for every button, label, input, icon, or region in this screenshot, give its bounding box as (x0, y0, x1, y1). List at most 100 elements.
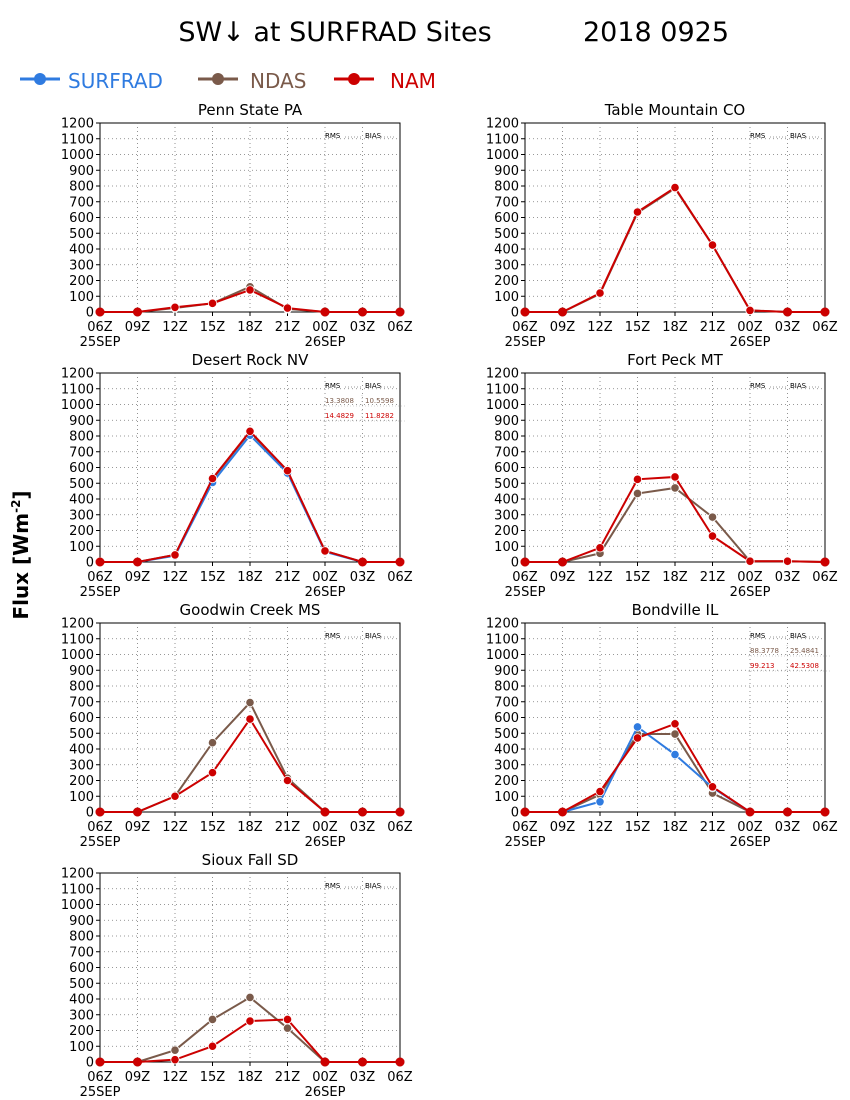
data-point-nam (595, 288, 605, 298)
y-tick-label: 200 (69, 524, 94, 539)
stats-header-rms: RMS (750, 132, 766, 140)
data-point-nam (207, 768, 218, 778)
x-tick-label: 09Z (125, 320, 151, 335)
data-point-nam (783, 307, 792, 317)
data-point-nam (670, 182, 680, 193)
x-tick-label: 12Z (587, 570, 613, 585)
data-point-nam (170, 791, 180, 801)
y-tick-label: 600 (69, 961, 94, 976)
data-point-nam (133, 307, 142, 317)
x-tick-label: 06Z (87, 820, 113, 835)
x-tick-label: 00Z (312, 570, 338, 585)
x-tick-label: 06Z (87, 1070, 113, 1085)
x-tick-label: 00Z (737, 320, 763, 335)
y-tick-label: 1200 (61, 867, 94, 882)
stats-header-rms: RMS (750, 632, 766, 640)
data-point-ndas (207, 738, 218, 748)
y-tick-label: 900 (494, 664, 519, 679)
plot-frame (524, 122, 826, 313)
stats-header-rms: RMS (325, 132, 341, 140)
y-tick-label: 300 (69, 258, 94, 273)
data-point-nam (320, 1057, 330, 1067)
y-tick-label: 500 (69, 477, 94, 492)
y-tick-label: 900 (494, 164, 519, 179)
y-tick-label: 200 (69, 274, 94, 289)
data-point-nam (632, 207, 643, 217)
y-tick-label: 900 (494, 414, 519, 429)
data-point-nam (707, 531, 718, 541)
date-label-start: 25SEP (80, 1085, 121, 1100)
data-point-ndas (207, 1014, 218, 1025)
y-tick-label: 900 (69, 164, 94, 179)
x-tick-label: 00Z (737, 820, 763, 835)
y-tick-label: 900 (69, 664, 94, 679)
y-tick-label: 300 (494, 758, 519, 773)
data-point-nam (282, 303, 293, 313)
y-tick-label: 300 (69, 758, 94, 773)
stats-nam-bias: 11.8282 (365, 412, 394, 420)
data-point-nam (745, 556, 755, 566)
x-tick-label: 00Z (312, 820, 338, 835)
data-point-nam (358, 807, 367, 817)
y-tick-label: 500 (69, 727, 94, 742)
data-point-surfrad (670, 749, 680, 760)
y-tick-label: 1100 (61, 382, 94, 397)
date-label-mid: 26SEP (305, 835, 346, 850)
x-tick-label: 18Z (237, 1070, 263, 1085)
data-point-surfrad (632, 722, 643, 732)
stats-header-rms: RMS (325, 382, 341, 390)
legend-item-surfrad: SURFRAD (20, 69, 163, 93)
x-tick-label: 18Z (662, 820, 688, 835)
panel-title: Fort Peck MT (627, 351, 723, 369)
y-tick-label: 800 (494, 180, 519, 195)
data-point-nam (632, 733, 643, 743)
y-tick-label: 200 (494, 524, 519, 539)
stats-header-bias: BIAS (790, 382, 807, 390)
x-tick-label: 12Z (587, 320, 613, 335)
stats-header-bias: BIAS (790, 132, 807, 140)
y-tick-label: 1000 (486, 148, 519, 163)
data-point-nam (632, 474, 643, 484)
y-tick-label: 200 (69, 774, 94, 789)
data-point-nam (207, 298, 218, 308)
y-tick-label: 600 (494, 461, 519, 476)
date-label-mid: 26SEP (305, 585, 346, 600)
data-point-nam (245, 285, 255, 295)
stats-ndas-rms: 88.3778 (750, 647, 779, 655)
y-tick-label: 1000 (486, 648, 519, 663)
y-tick-label: 500 (494, 727, 519, 742)
x-tick-label: 09Z (550, 820, 576, 835)
legend-item-ndas: NDAS (198, 69, 306, 93)
data-point-nam (782, 556, 793, 566)
x-tick-label: 09Z (550, 320, 576, 335)
data-point-nam (358, 1057, 367, 1067)
date-label-mid: 26SEP (730, 585, 771, 600)
x-tick-label: 06Z (812, 570, 838, 585)
date-label-start: 25SEP (505, 835, 546, 850)
data-point-nam (783, 807, 792, 817)
legend-marker-nam (348, 73, 360, 85)
data-point-ndas (670, 483, 680, 493)
x-tick-label: 12Z (162, 320, 188, 335)
x-tick-label: 18Z (662, 320, 688, 335)
panel-goodwin-creek-ms: Goodwin Creek MS 010020030040050060070080… (61, 601, 413, 850)
y-tick-label: 700 (69, 195, 94, 210)
stats-ndas-bias: 25.4841 (790, 647, 819, 655)
y-tick-label: 500 (69, 227, 94, 242)
y-tick-label: 1100 (486, 382, 519, 397)
data-point-nam (133, 807, 142, 817)
x-tick-label: 09Z (125, 1070, 151, 1085)
y-tick-label: 200 (494, 774, 519, 789)
y-tick-label: 700 (69, 945, 94, 960)
data-point-nam (245, 426, 255, 436)
date-label-start: 25SEP (80, 585, 121, 600)
data-point-nam (395, 1057, 405, 1067)
y-tick-label: 300 (69, 1008, 94, 1023)
legend-marker-ndas (212, 73, 224, 85)
panel-title: Penn State PA (198, 101, 303, 119)
y-tick-label: 1100 (61, 882, 94, 897)
x-tick-label: 18Z (237, 820, 263, 835)
y-tick-label: 600 (494, 211, 519, 226)
x-tick-label: 09Z (125, 820, 151, 835)
legend-marker-surfrad (34, 73, 46, 85)
